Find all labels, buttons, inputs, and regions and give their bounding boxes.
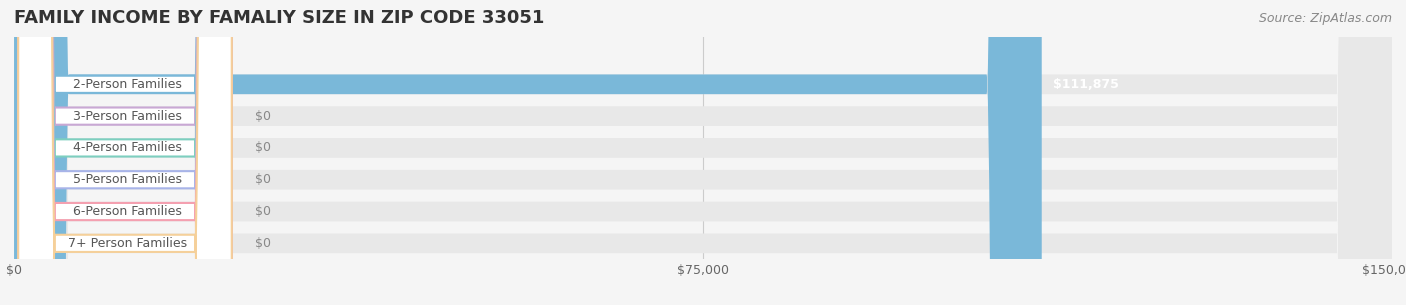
- FancyBboxPatch shape: [14, 0, 1392, 305]
- Text: $0: $0: [256, 109, 271, 123]
- Text: $0: $0: [256, 205, 271, 218]
- FancyBboxPatch shape: [18, 0, 232, 305]
- Text: $0: $0: [256, 173, 271, 186]
- FancyBboxPatch shape: [14, 0, 1042, 305]
- FancyBboxPatch shape: [18, 0, 232, 305]
- Text: $111,875: $111,875: [1053, 78, 1119, 91]
- FancyBboxPatch shape: [14, 0, 1392, 305]
- Text: 7+ Person Families: 7+ Person Families: [67, 237, 187, 250]
- Text: FAMILY INCOME BY FAMALIY SIZE IN ZIP CODE 33051: FAMILY INCOME BY FAMALIY SIZE IN ZIP COD…: [14, 9, 544, 27]
- FancyBboxPatch shape: [18, 0, 232, 305]
- Text: 3-Person Families: 3-Person Families: [73, 109, 183, 123]
- FancyBboxPatch shape: [14, 0, 1392, 305]
- FancyBboxPatch shape: [18, 0, 232, 305]
- Text: 2-Person Families: 2-Person Families: [73, 78, 183, 91]
- FancyBboxPatch shape: [14, 0, 1392, 305]
- Text: 4-Person Families: 4-Person Families: [73, 142, 183, 154]
- Text: $0: $0: [256, 237, 271, 250]
- FancyBboxPatch shape: [14, 0, 1392, 305]
- FancyBboxPatch shape: [18, 0, 232, 305]
- Text: 6-Person Families: 6-Person Families: [73, 205, 183, 218]
- Text: Source: ZipAtlas.com: Source: ZipAtlas.com: [1258, 12, 1392, 25]
- FancyBboxPatch shape: [18, 0, 232, 305]
- Text: 5-Person Families: 5-Person Families: [73, 173, 183, 186]
- Text: $0: $0: [256, 142, 271, 154]
- FancyBboxPatch shape: [14, 0, 1392, 305]
